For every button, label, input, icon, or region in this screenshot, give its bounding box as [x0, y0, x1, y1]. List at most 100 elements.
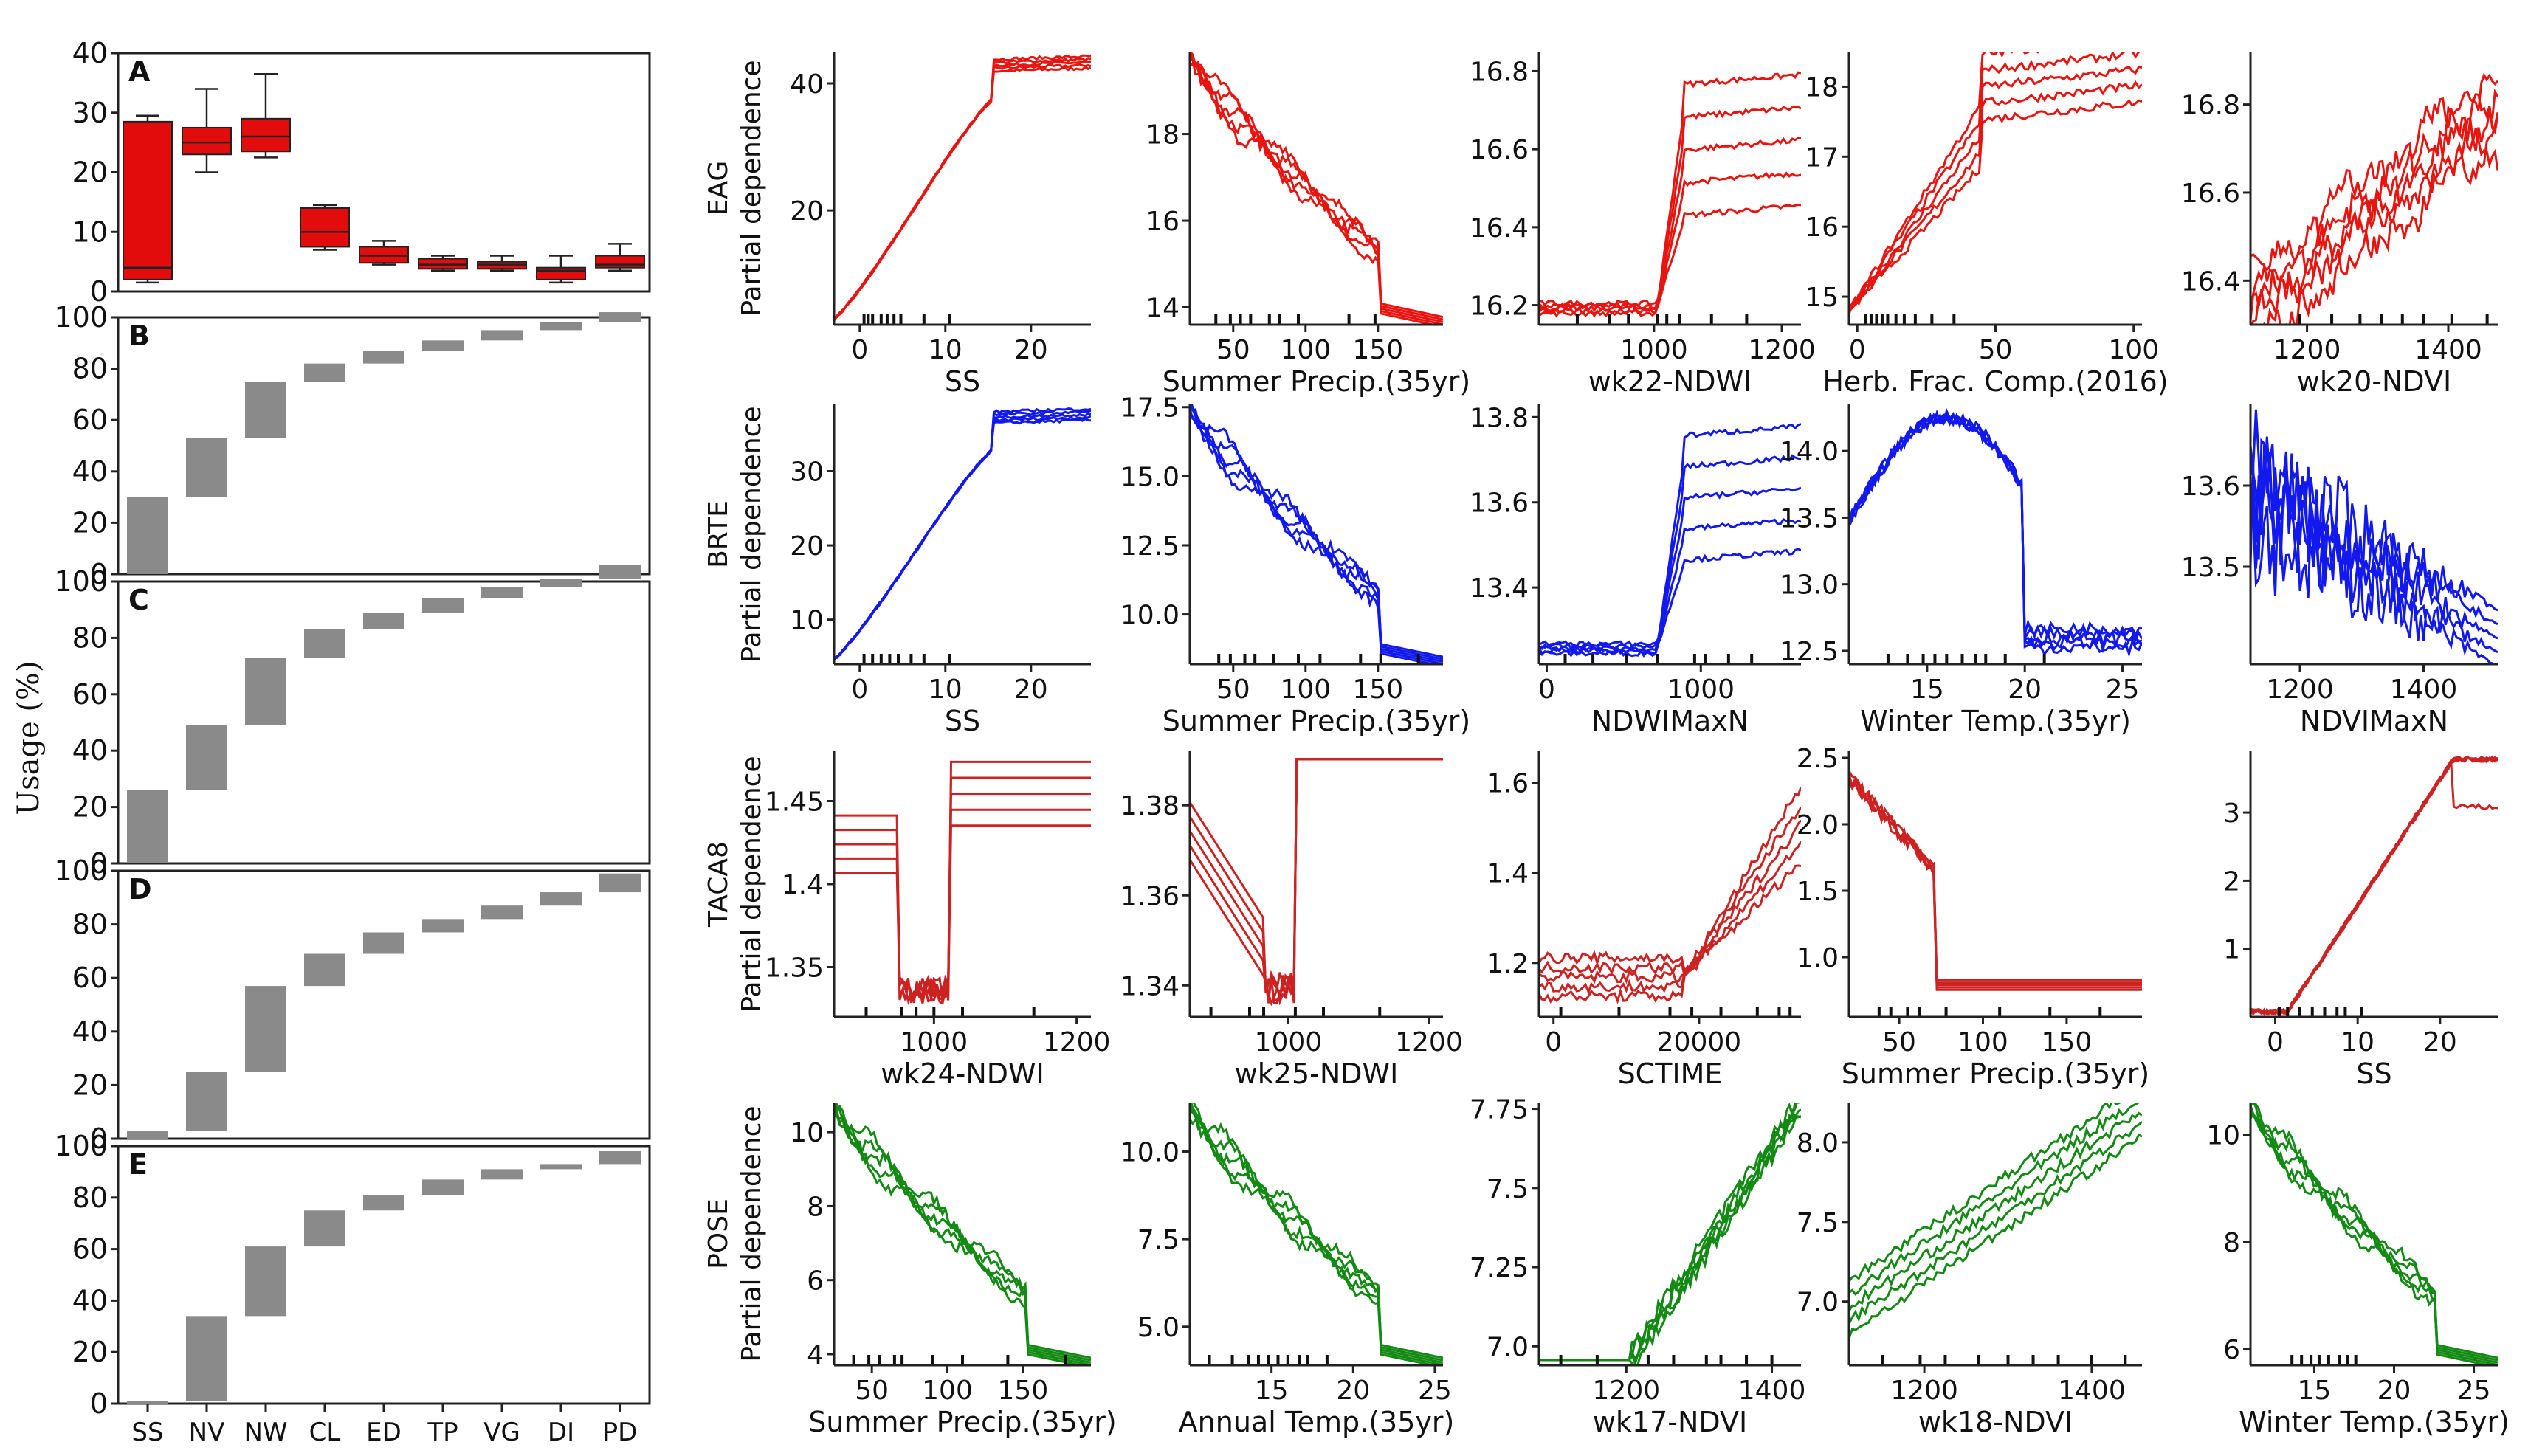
pd-ytick-label: 6: [807, 1266, 824, 1297]
pd-ytick-label: 16.4: [1470, 213, 1529, 244]
pd-xlabel: Summer Precip.(35yr): [1842, 1058, 2150, 1090]
panel-c-label: C: [128, 584, 149, 616]
panel-b-label: B: [128, 320, 150, 352]
pd-line: [2250, 756, 2498, 1016]
pd-line: [1190, 404, 1443, 660]
waterfall-bar-ED: [363, 351, 404, 364]
waterfall-bar-VG: [481, 905, 523, 920]
waterfall-bar-VG: [481, 330, 523, 341]
pd-ytick-label: 8: [2223, 1228, 2240, 1258]
pd-xtick-label: 20: [1014, 674, 1048, 705]
pd-ytick-label: 17.5: [1120, 393, 1179, 424]
pd-line: [1849, 1103, 2141, 1296]
waterfall-bar-PD: [599, 312, 641, 322]
pd-line: [1190, 1114, 1443, 1365]
pd-xtick-label: 1400: [1738, 1376, 1806, 1406]
waterfall-bar-SS: [127, 790, 168, 863]
panel-b-ytick-label: 0: [90, 558, 108, 590]
pd-xtick-label: 100: [922, 1376, 973, 1406]
waterfall-bar-PD: [599, 1150, 641, 1165]
pd-xtick-label: 50: [1882, 1027, 1916, 1058]
pd-line: [834, 1103, 1091, 1364]
waterfall-bar-TP: [422, 340, 464, 351]
panel-c-ytick-label: 0: [90, 847, 108, 880]
pd-xlabel: Summer Precip.(35yr): [1163, 705, 1471, 737]
pd-line: [834, 1103, 1091, 1362]
panel-e-ytick-label: 80: [72, 1181, 108, 1214]
pd-ytick-label: 15.0: [1120, 462, 1179, 492]
waterfall-bar-DI: [540, 322, 582, 331]
usage-panels: Usage (%)010203040A020406080100B02040608…: [12, 37, 651, 1447]
panel-d-ytick-label: 60: [72, 962, 108, 994]
panel-e: 0 20 40 60 80 100 E: [54, 1130, 651, 1420]
pd-ytick-label: 16.4: [2181, 266, 2240, 297]
pd-line: [2250, 409, 2498, 612]
waterfall-bar-TP: [422, 919, 464, 933]
pd-xtick-label: 100: [2108, 335, 2159, 365]
panel-d-ytick-label: 80: [72, 908, 108, 941]
pd-line: [1849, 773, 2142, 991]
pd-xtick-label: 150: [998, 1376, 1049, 1406]
pd-xlabel: Summer Precip.(35yr): [1163, 365, 1471, 398]
pd-xlabel: wk22-NDWI: [1588, 365, 1752, 398]
pd-ytick-label: 20: [790, 531, 824, 562]
pd-ylabel: Partial dependence: [737, 406, 767, 662]
box-SS: [123, 120, 173, 280]
box-PD: [595, 255, 645, 269]
waterfall-bar-NV: [186, 1072, 227, 1131]
pd-curves: [2250, 755, 2498, 1016]
pd-xtick-label: 1000: [1667, 674, 1735, 705]
pd-line: [2250, 88, 2498, 300]
pd-xtick-label: 20: [2423, 1027, 2457, 1058]
pd-ytick-label: 8.0: [1797, 1128, 1839, 1159]
category-label: PD: [603, 1418, 638, 1447]
pd-line: [1539, 423, 1801, 649]
panel-d-label: D: [128, 873, 152, 905]
pd-ytick-label: 3: [2223, 798, 2240, 829]
pd-ytick-label: 7.75: [1470, 1095, 1529, 1125]
pd-line: [834, 65, 1091, 322]
category-label: NV: [189, 1418, 225, 1447]
pd-line: [1849, 1120, 2142, 1325]
category-label: SS: [131, 1418, 163, 1447]
waterfall-bar-DI: [540, 579, 582, 587]
pd-line: [1539, 864, 1801, 1004]
pd-xtick-label: 20000: [1657, 1027, 1742, 1058]
pd-ytick-label: 10.0: [1120, 601, 1179, 631]
pd-xlabel: Winter Temp.(35yr): [1860, 705, 2131, 737]
pd-line: [1539, 71, 1801, 308]
pd-ytick-label: 20: [790, 196, 824, 227]
pd-line: [1539, 137, 1801, 313]
pd-ytick-label: 16.8: [1470, 57, 1529, 87]
pd-xtick-label: 50: [1979, 335, 2013, 365]
pd-line: [1190, 758, 1443, 997]
pd-line: [834, 808, 1091, 1004]
panel-a-ytick-label: 0: [90, 275, 108, 308]
pd-line: [834, 407, 1091, 661]
pd-xtick-label: 0: [1538, 674, 1555, 705]
pd-ytick-label: 18: [1805, 72, 1839, 103]
waterfall-bar-TP: [422, 1179, 464, 1195]
pd-ytick-label: 7.5: [1797, 1208, 1839, 1238]
pd-xlabel: SS: [2356, 1058, 2391, 1090]
pd-line: [1539, 1103, 1801, 1362]
panel-e-ytick-label: 40: [72, 1284, 108, 1317]
pd-xtick-label: 1200: [2266, 674, 2334, 705]
pd-curves: [1849, 52, 2142, 315]
pd-xtick-label: 1400: [2414, 335, 2482, 365]
pd-ytick-label: 8: [807, 1192, 824, 1222]
pd-line: [1539, 807, 1801, 981]
pd-line: [1190, 408, 1443, 658]
pd-curves: [1849, 1103, 2142, 1339]
pd-ytick-label: 16.2: [1470, 291, 1529, 322]
category-label: ED: [366, 1418, 402, 1447]
panel-d-ytick-label: 20: [72, 1069, 108, 1101]
pd-xlabel: Annual Temp.(35yr): [1179, 1406, 1455, 1438]
pd-xlabel: wk20-NDVI: [2297, 365, 2451, 398]
